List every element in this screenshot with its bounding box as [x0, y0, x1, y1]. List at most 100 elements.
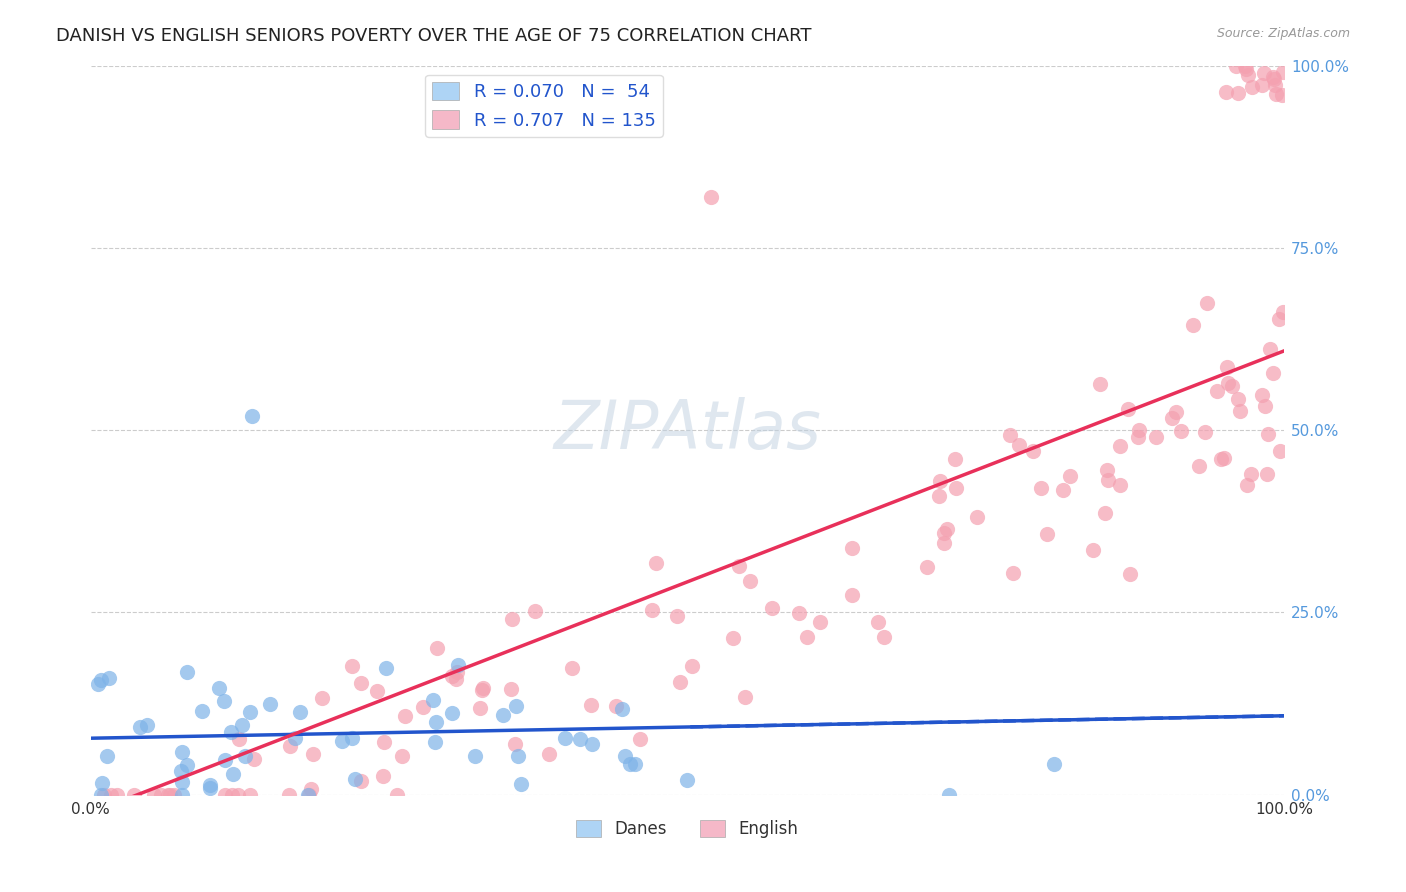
English — [446, 665, 468, 680]
English — [1258, 342, 1281, 356]
English — [150, 788, 173, 802]
Danes — [191, 704, 214, 718]
Danes — [610, 702, 633, 716]
English — [1194, 425, 1216, 439]
English — [278, 788, 301, 802]
English — [214, 788, 236, 802]
English — [581, 698, 603, 713]
English — [761, 600, 783, 615]
Danes — [938, 788, 960, 802]
Danes — [505, 699, 527, 714]
English — [371, 769, 394, 783]
Danes — [240, 409, 263, 423]
English — [721, 632, 744, 646]
Danes — [568, 731, 591, 746]
English — [1229, 404, 1251, 418]
Danes — [510, 776, 533, 790]
English — [915, 560, 938, 574]
English — [299, 781, 322, 796]
English — [366, 684, 388, 698]
Danes — [1042, 757, 1064, 772]
English — [298, 788, 321, 802]
English — [1272, 304, 1295, 318]
Danes — [332, 734, 354, 748]
Danes — [284, 731, 307, 745]
English — [239, 788, 262, 802]
English — [157, 788, 180, 802]
Danes — [172, 788, 194, 802]
English — [122, 788, 145, 802]
English — [1128, 424, 1150, 438]
English — [1240, 79, 1263, 94]
English — [501, 612, 523, 626]
English — [841, 588, 863, 602]
English — [503, 737, 526, 751]
English — [1119, 567, 1142, 582]
English — [873, 630, 896, 644]
English — [796, 630, 818, 644]
English — [1227, 392, 1250, 407]
Danes — [554, 731, 576, 746]
Danes — [447, 657, 470, 672]
English — [105, 788, 128, 802]
English — [945, 481, 967, 495]
Danes — [198, 781, 221, 796]
English — [1008, 438, 1031, 452]
English — [159, 788, 181, 802]
English — [728, 558, 751, 573]
English — [1029, 481, 1052, 495]
English — [1261, 366, 1284, 380]
English — [394, 709, 416, 723]
English — [1116, 402, 1139, 417]
Danes — [96, 749, 118, 764]
English — [1254, 400, 1277, 414]
Danes — [176, 758, 198, 772]
Danes — [90, 673, 112, 688]
English — [666, 608, 689, 623]
Text: DANISH VS ENGLISH SENIORS POVERTY OVER THE AGE OF 75 CORRELATION CHART: DANISH VS ENGLISH SENIORS POVERTY OVER T… — [56, 27, 811, 45]
English — [1206, 384, 1229, 398]
English — [1095, 463, 1118, 477]
English — [1264, 78, 1286, 92]
English — [1213, 451, 1236, 466]
Legend: Danes, English: Danes, English — [569, 814, 806, 845]
English — [1164, 405, 1187, 419]
Danes — [676, 773, 699, 788]
English — [350, 676, 373, 690]
English — [1265, 87, 1288, 102]
English — [1256, 467, 1278, 481]
English — [1144, 430, 1167, 444]
English — [523, 604, 546, 618]
English — [1126, 430, 1149, 444]
English — [100, 788, 122, 802]
Danes — [233, 749, 256, 764]
Danes — [492, 707, 515, 722]
English — [340, 658, 363, 673]
English — [935, 522, 957, 536]
English — [1052, 483, 1074, 497]
Danes — [207, 681, 229, 695]
Danes — [90, 788, 112, 802]
Danes — [87, 676, 110, 690]
English — [1002, 566, 1025, 580]
English — [1251, 78, 1274, 92]
English — [163, 788, 186, 802]
Danes — [221, 767, 243, 781]
English — [385, 788, 408, 802]
English — [1108, 477, 1130, 491]
Danes — [422, 692, 444, 706]
English — [808, 615, 831, 629]
English — [1263, 71, 1285, 86]
English — [866, 615, 889, 629]
Text: Source: ZipAtlas.com: Source: ZipAtlas.com — [1216, 27, 1350, 40]
English — [242, 752, 264, 766]
English — [1216, 376, 1239, 391]
Danes — [619, 757, 641, 772]
Danes — [425, 714, 447, 729]
English — [1240, 467, 1263, 482]
English — [628, 732, 651, 747]
Danes — [219, 725, 242, 739]
Danes — [464, 749, 486, 764]
English — [440, 669, 463, 683]
English — [1227, 86, 1250, 100]
